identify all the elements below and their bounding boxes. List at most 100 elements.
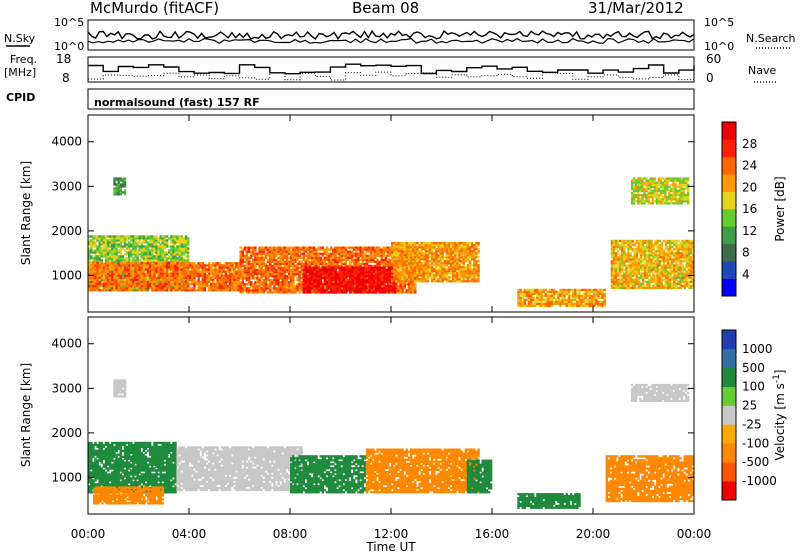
heatmap-cell (334, 260, 337, 263)
heatmap-cell (351, 266, 354, 269)
heatmap-cell (92, 237, 95, 240)
heatmap-cell (471, 250, 474, 253)
heatmap-cell (283, 283, 287, 286)
heatmap-cell (157, 253, 160, 256)
heatmap-cell (368, 280, 371, 284)
heatmap-cell (468, 260, 472, 263)
heatmap-cell (88, 259, 91, 262)
heatmap-cell (365, 283, 369, 286)
heatmap-cell (163, 239, 167, 242)
heatmap-cell (365, 248, 369, 251)
heatmap-cell (90, 270, 93, 273)
heatmap-cell (292, 246, 295, 249)
heatmap-cell (174, 289, 177, 292)
heatmap-cell (287, 246, 291, 249)
heatmap-cell (338, 268, 342, 271)
heatmap-cell (100, 281, 103, 284)
heatmap-cell (401, 289, 404, 292)
heatmap-cell (308, 254, 312, 257)
heatmap-cell (311, 254, 314, 257)
heatmap-cell (205, 282, 209, 286)
heatmap-cell (262, 270, 265, 274)
heatmap-cell (471, 256, 474, 259)
heatmap-cell (304, 291, 308, 294)
heatmap-cell (285, 287, 289, 290)
heatmap-cell (241, 291, 244, 294)
heatmap-cell (424, 248, 428, 251)
heatmap-cell (422, 264, 425, 267)
heatmap-cell (379, 266, 382, 269)
heatmap-cell (130, 271, 133, 274)
heatmap-cell (88, 276, 91, 279)
heatmap-cell (368, 276, 371, 280)
heatmap-cell (163, 253, 167, 256)
heatmap-cell (405, 258, 409, 261)
heatmap-cell (439, 256, 442, 259)
heatmap-cell (447, 252, 451, 255)
heatmap-cell (313, 289, 316, 292)
heatmap-cell (258, 277, 261, 280)
heatmap-cell (109, 264, 112, 267)
heatmap-cell (315, 276, 318, 280)
heatmap-cell (385, 285, 388, 288)
heatmap-cell (121, 239, 125, 242)
heatmap-cell (102, 243, 106, 246)
heatmap-cell (325, 258, 329, 261)
heatmap-cell (458, 252, 461, 255)
heatmap-cell (136, 282, 139, 286)
heatmap-cell (355, 262, 358, 266)
heatmap-cell (401, 248, 404, 251)
heatmap-cell (275, 291, 278, 294)
heatmap-cell (184, 284, 188, 288)
heatmap-cell (195, 289, 198, 292)
heatmap-cell (100, 289, 103, 292)
heatmap-cell (247, 262, 251, 266)
heatmap-cell (271, 283, 274, 286)
heatmap-cell (368, 289, 371, 292)
heatmap-cell (334, 287, 337, 290)
heatmap-cell (128, 237, 131, 240)
heatmap-cell (386, 264, 390, 268)
heatmap-cell (153, 286, 156, 290)
heatmap-cell (161, 255, 164, 258)
heatmap-cell (252, 275, 255, 278)
heatmap-cell (433, 278, 436, 281)
heatmap-cell (182, 243, 186, 246)
heatmap-cell (100, 239, 103, 242)
heatmap-cell (136, 266, 139, 269)
station-title: McMurdo (fitACF) (90, 0, 219, 17)
heatmap-cell (454, 268, 457, 271)
heatmap-cell (113, 261, 116, 264)
heatmap-cell (237, 289, 240, 292)
heatmap-cell (399, 289, 402, 292)
heatmap-cell (368, 268, 371, 271)
heatmap-cell (391, 283, 395, 286)
heatmap-cell (155, 272, 158, 275)
heatmap-cell (399, 283, 402, 286)
heatmap-cell (433, 264, 436, 267)
heatmap-cell (260, 248, 263, 251)
heatmap-cell (422, 270, 425, 273)
heatmap-cell (306, 246, 310, 249)
heatmap-cell (323, 252, 327, 255)
heatmap-cell (302, 268, 305, 271)
heatmap-cell (128, 284, 131, 288)
heatmap-cell (98, 280, 101, 284)
heatmap-cell (405, 270, 409, 273)
heatmap-cell (431, 268, 434, 271)
heatmap-cell (336, 256, 339, 259)
heatmap-cell (123, 259, 127, 262)
heatmap-cell (98, 282, 101, 286)
heatmap-cell (269, 262, 272, 266)
heatmap-cell (399, 280, 402, 283)
heatmap-cell (165, 280, 169, 284)
heatmap-cell (104, 278, 108, 281)
heatmap-cell (237, 264, 240, 267)
heatmap-cell (207, 284, 211, 288)
cpid-panel: CPID normalsound (fast) 157 RF (6, 88, 695, 110)
heatmap-cell (212, 274, 215, 277)
heatmap-cell (414, 280, 417, 283)
heatmap-cell (231, 282, 234, 286)
heatmap-cell (125, 280, 129, 284)
heatmap-cell (168, 272, 171, 275)
